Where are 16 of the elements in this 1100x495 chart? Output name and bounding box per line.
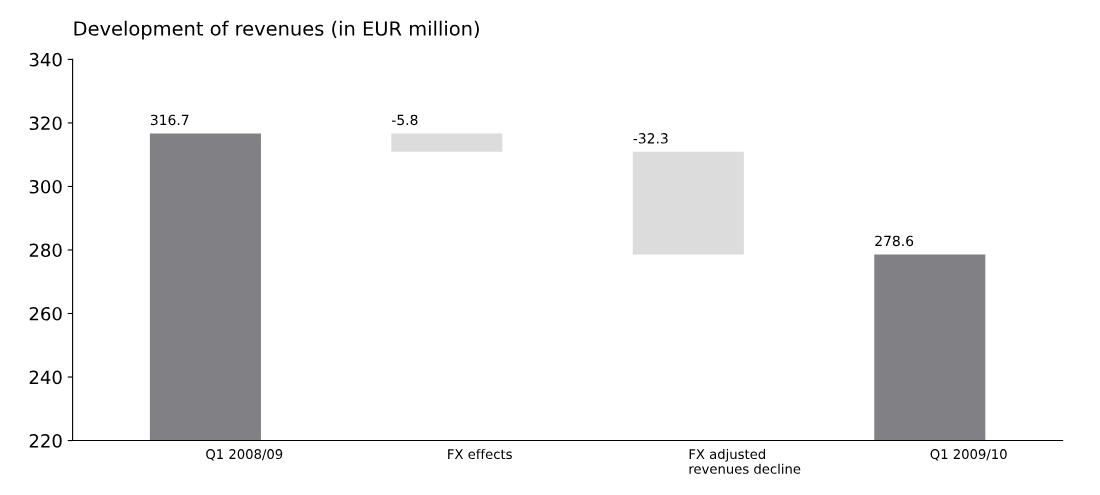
y-tick-label: 320 xyxy=(29,116,62,131)
data-label: -5.8 xyxy=(392,114,418,126)
chart-title: Development of revenues (in EUR million) xyxy=(74,20,479,40)
data-label: -32.3 xyxy=(633,133,668,144)
x-tick-label: Q1 2008/09 xyxy=(206,449,283,461)
y-tick-label: 340 xyxy=(29,52,62,67)
data-label: 278.6 xyxy=(875,235,914,247)
x-tick-label: FX effects xyxy=(448,448,512,460)
y-tick-label: 260 xyxy=(29,306,62,321)
x-tick-label: Q1 2009/10 xyxy=(930,449,1007,461)
data-label: 316.7 xyxy=(150,114,189,126)
x-tick-label: FX adjusted revenues decline xyxy=(689,448,801,474)
y-tick-label: 240 xyxy=(29,370,62,385)
y-tick-label: 280 xyxy=(29,243,62,258)
y-tick-label: 220 xyxy=(29,434,62,448)
y-tick-label: 300 xyxy=(29,179,62,194)
